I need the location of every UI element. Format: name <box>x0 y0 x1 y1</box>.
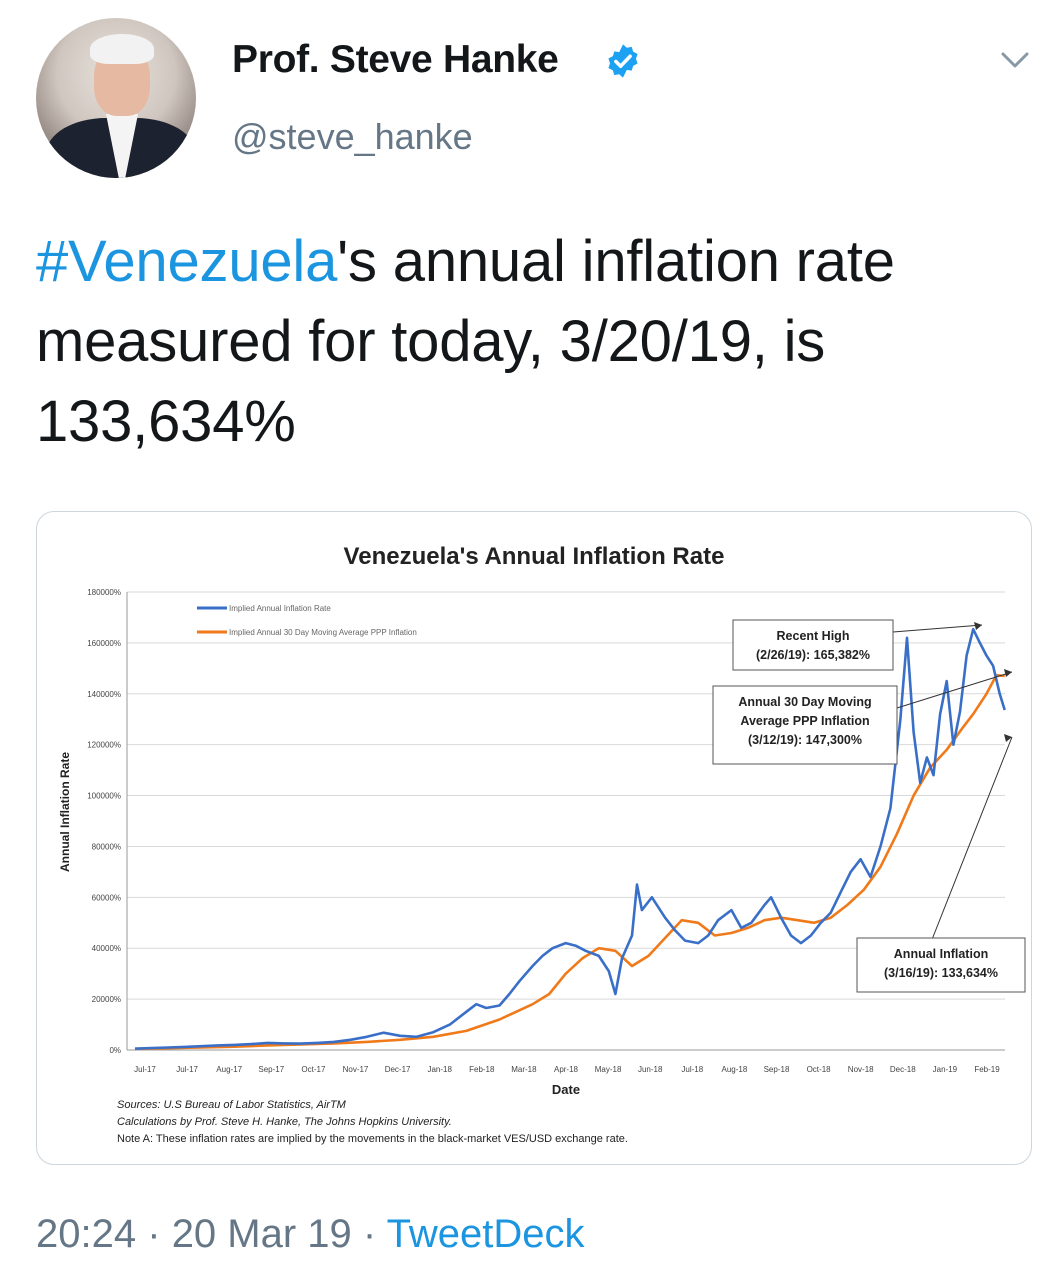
separator: · <box>362 1212 377 1256</box>
x-tick-label: Sep-17 <box>258 1065 284 1074</box>
x-tick-label: Jun-18 <box>638 1065 663 1074</box>
x-tick-label: Oct-17 <box>301 1065 326 1074</box>
tweet-body: 's annual inflation rate measured for to… <box>36 229 895 454</box>
y-tick-label: 20000% <box>92 995 121 1004</box>
series-line-0 <box>134 627 1006 1050</box>
legend-label: Implied Annual Inflation Rate <box>229 604 331 613</box>
tweet-date[interactable]: 20 Mar 19 <box>171 1212 352 1256</box>
x-tick-label: Jul-17 <box>176 1065 198 1074</box>
tweet-source[interactable]: TweetDeck <box>386 1212 585 1256</box>
x-tick-label: Oct-18 <box>807 1065 832 1074</box>
separator: · <box>147 1212 161 1256</box>
annotation-text: (3/16/19): 133,634% <box>884 966 998 980</box>
x-tick-label: Jan-18 <box>427 1065 452 1074</box>
chart-note: Note A: These inflation rates are implie… <box>117 1133 628 1145</box>
chart-note: Calculations by Prof. Steve H. Hanke, Th… <box>117 1116 452 1128</box>
x-tick-label: Sep-18 <box>764 1065 790 1074</box>
x-tick-label: Jan-19 <box>933 1065 958 1074</box>
y-tick-label: 180000% <box>87 588 121 597</box>
annotation-pointer <box>896 671 1013 709</box>
x-axis-label: Date <box>552 1082 580 1097</box>
tweet-footer: 20:24 · 20 Mar 19 · TweetDeck <box>36 1212 585 1257</box>
author-name[interactable]: Prof. Steve Hanke <box>232 38 559 81</box>
annotation-box <box>856 937 1026 993</box>
y-tick-label: 80000% <box>92 842 121 851</box>
x-tick-label: Dec-17 <box>385 1065 411 1074</box>
x-tick-label: Jul-18 <box>681 1065 703 1074</box>
annotation-arrowhead <box>1004 669 1012 677</box>
y-tick-label: 100000% <box>87 792 121 801</box>
annotation-box <box>732 619 894 671</box>
x-tick-label: Aug-17 <box>216 1065 242 1074</box>
annotation-box <box>712 685 898 765</box>
annotation-pointer <box>892 624 983 633</box>
chart-title: Venezuela's Annual Inflation Rate <box>344 543 725 570</box>
x-tick-label: May-18 <box>595 1065 622 1074</box>
author-avatar[interactable] <box>36 18 196 178</box>
chevron-down-icon[interactable] <box>998 48 1032 72</box>
annotation-arrowhead <box>974 622 982 630</box>
x-tick-label: Nov-17 <box>343 1065 369 1074</box>
annotation-text: (3/12/19): 147,300% <box>748 733 862 747</box>
y-tick-label: 40000% <box>92 944 121 953</box>
x-tick-label: Aug-18 <box>722 1065 748 1074</box>
annotation-text: Annual Inflation <box>894 947 988 961</box>
y-tick-label: 140000% <box>87 690 121 699</box>
inflation-chart: Venezuela's Annual Inflation Rate 0% 20000… <box>58 543 1026 1145</box>
annotation-text: Recent High <box>777 629 850 643</box>
chart-note: Sources: U.S Bureau of Labor Statistics,… <box>117 1099 347 1111</box>
y-tick-label: 120000% <box>87 741 121 750</box>
x-tick-label: Jul-17 <box>134 1065 156 1074</box>
x-tick-label: Feb-18 <box>469 1065 495 1074</box>
annotation-text: Annual 30 Day Moving <box>738 695 871 709</box>
series-line-1 <box>134 673 1005 1050</box>
x-tick-label: Feb-19 <box>974 1065 1000 1074</box>
x-tick-label: Nov-18 <box>848 1065 874 1074</box>
x-tick-label: Apr-18 <box>554 1065 579 1074</box>
tweet-time[interactable]: 20:24 <box>36 1212 137 1256</box>
tweet-text: #Venezuela's annual inflation rate measu… <box>36 222 1026 462</box>
y-tick-label: 160000% <box>87 639 121 648</box>
y-tick-label: 60000% <box>92 893 121 902</box>
x-tick-label: Dec-18 <box>890 1065 916 1074</box>
legend-label: Implied Annual 30 Day Moving Average PPP… <box>229 628 417 637</box>
annotation-pointer <box>932 736 1013 939</box>
chart-image[interactable]: Venezuela's Annual Inflation Rate 0% 20000… <box>36 511 1032 1165</box>
annotation-text: Average PPP Inflation <box>740 714 869 728</box>
annotation-text: (2/26/19): 165,382% <box>756 648 870 662</box>
annotation-arrowhead <box>1004 734 1012 742</box>
y-axis-label: Annual Inflation Rate <box>58 752 72 872</box>
y-tick-label: 0% <box>109 1046 121 1055</box>
hashtag-link[interactable]: #Venezuela <box>36 229 338 294</box>
verified-badge-icon <box>608 44 638 78</box>
x-tick-label: Mar-18 <box>511 1065 537 1074</box>
author-handle[interactable]: @steve_hanke <box>232 116 473 157</box>
